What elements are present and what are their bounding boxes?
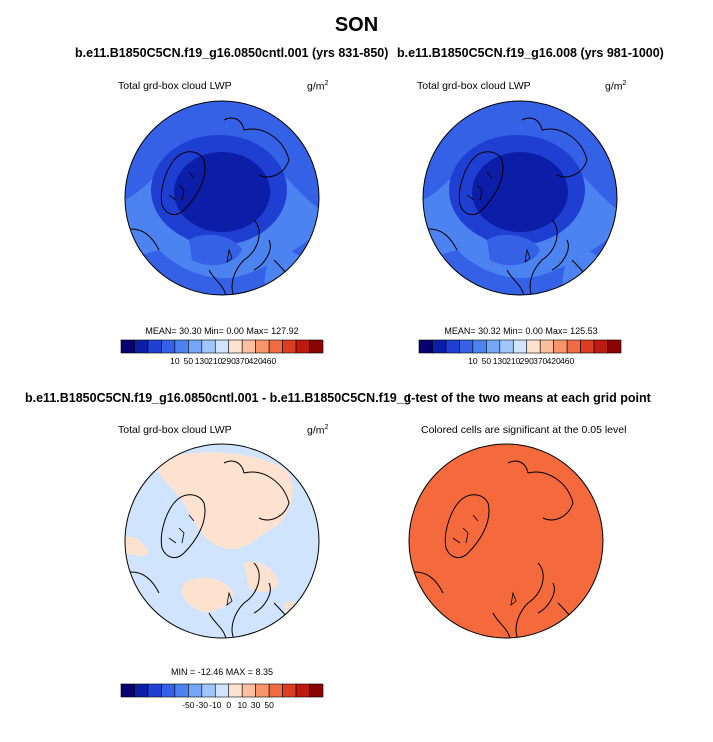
colorbar-cell (161, 683, 176, 698)
colorbar-tick-label: 290 (519, 356, 534, 366)
colorbar-tick-label: 50 (264, 700, 274, 710)
colorbar-cell (134, 339, 149, 354)
colorbar-cell (512, 339, 528, 354)
colorbar-cell (418, 339, 433, 354)
colorbar-cell (174, 339, 189, 354)
colorbar-tick-label: -30 (195, 700, 208, 710)
colorbar-cell (120, 339, 135, 354)
stats-label-3: MIN = -12.46 MAX = 8.35 (170, 667, 274, 677)
colorbar-cell (188, 339, 203, 354)
panel-title-2: b.e11.B1850C5CN.f19_g16.008 (yrs 981-100… (397, 46, 664, 60)
colorbar-cell (174, 683, 189, 698)
colorbar-ticks-1: 10 50 130 210 290 370 420 460 (121, 356, 323, 368)
colorbar-cell (486, 339, 501, 354)
colorbar-cell (228, 683, 243, 698)
polar-map-4 (408, 443, 604, 639)
panel-title-1: b.e11.B1850C5CN.f19_g16.0850cntl.001 (yr… (75, 46, 389, 60)
colorbar-tick-label: 10 (468, 356, 478, 366)
colorbar-cell (607, 339, 622, 354)
colorbar-tick-label: 10 (170, 356, 180, 366)
significance-fill (409, 444, 603, 638)
variable-label-4: Colored cells are significant at the 0.0… (421, 424, 627, 436)
colorbar-cell (459, 339, 474, 354)
colorbar-cell (580, 339, 595, 354)
variable-label-1: Total grd-box cloud LWP (118, 80, 232, 92)
colorbar-cell (309, 683, 324, 698)
polar-map-2 (422, 100, 618, 296)
colorbar-cell (309, 339, 324, 354)
colorbar-tick-label: 370 (235, 356, 250, 366)
colorbar-tick-label: -10 (209, 700, 222, 710)
colorbar-cell (134, 683, 149, 698)
variable-label-2: Total grd-box cloud LWP (417, 80, 531, 92)
colorbar-cell (228, 339, 243, 354)
colorbar-ticks-2: 10 50 130 210 290 370 420 460 (419, 356, 621, 368)
colorbar-tick-label: 210 (208, 356, 223, 366)
colorbar-tick-label: 370 (533, 356, 548, 366)
colorbar-cell (268, 683, 283, 698)
colorbar-cell (188, 683, 203, 698)
colorbar-cell (472, 339, 487, 354)
page-title: SON (334, 14, 379, 36)
colorbar-cell (268, 339, 283, 354)
colorbar-cell (241, 683, 256, 698)
colorbar-tick-label: 290 (221, 356, 236, 366)
units-label-3: g/m2 (307, 424, 329, 437)
stats-label-2: MEAN= 30.32 Min= 0.00 Max= 125.53 (444, 326, 598, 336)
colorbar-tick-label: 0 (226, 700, 232, 710)
colorbar-cell (161, 339, 176, 354)
colorbar-cell (241, 339, 256, 354)
colorbar-1 (120, 339, 324, 354)
colorbar-tick-label: 130 (492, 356, 507, 366)
stats-label-1: MEAN= 30.30 Min= 0.00 Max= 127.92 (145, 326, 299, 336)
colorbar-tick-label: -50 (182, 700, 195, 710)
colorbar-cell (255, 683, 270, 698)
colorbar-cell (214, 339, 230, 354)
polar-map-3 (124, 443, 320, 639)
colorbar-cell (295, 683, 310, 698)
units-label-1: g/m2 (307, 80, 329, 93)
colorbar-cell (526, 339, 541, 354)
colorbar-ticks-3: -50 -30 -10 0 10 30 50 (121, 700, 323, 712)
colorbar-cell (147, 683, 162, 698)
colorbar-cell (214, 683, 230, 698)
colorbar-cell (432, 339, 447, 354)
colorbar-cell (282, 339, 297, 354)
units-label-2: g/m2 (605, 80, 627, 93)
colorbar-tick-label: 420 (546, 356, 561, 366)
polar-map-1 (124, 100, 320, 296)
colorbar-cell (566, 339, 581, 354)
colorbar-cell (593, 339, 608, 354)
colorbar-cell (282, 683, 297, 698)
colorbar-tick-label: 420 (248, 356, 263, 366)
colorbar-tick-label: 460 (560, 356, 575, 366)
colorbar-cell (445, 339, 460, 354)
panel-title-3: b.e11.B1850C5CN.f19_g16.0850cntl.001 - b… (25, 391, 410, 405)
colorbar-cell (147, 339, 162, 354)
colorbar-tick-label: 10 (237, 700, 247, 710)
colorbar-tick-label: 50 (183, 356, 194, 366)
colorbar-cell (201, 683, 216, 698)
colorbar-cell (120, 683, 135, 698)
panel-title-4: t-test of the two means at each grid poi… (407, 391, 651, 405)
colorbar-cell (295, 339, 310, 354)
colorbar-tick-label: 130 (194, 356, 209, 366)
colorbar-cell (539, 339, 554, 354)
colorbar-tick-label: 210 (506, 356, 521, 366)
colorbar-tick-label: 30 (250, 700, 261, 710)
colorbar-cell (499, 339, 514, 354)
colorbar-cell (255, 339, 270, 354)
variable-label-3: Total grd-box cloud LWP (118, 424, 232, 436)
colorbar-cell (553, 339, 568, 354)
colorbar-tick-label: 50 (481, 356, 492, 366)
colorbar-3 (120, 683, 324, 698)
colorbar-2 (418, 339, 622, 354)
colorbar-tick-label: 460 (262, 356, 277, 366)
colorbar-cell (201, 339, 216, 354)
